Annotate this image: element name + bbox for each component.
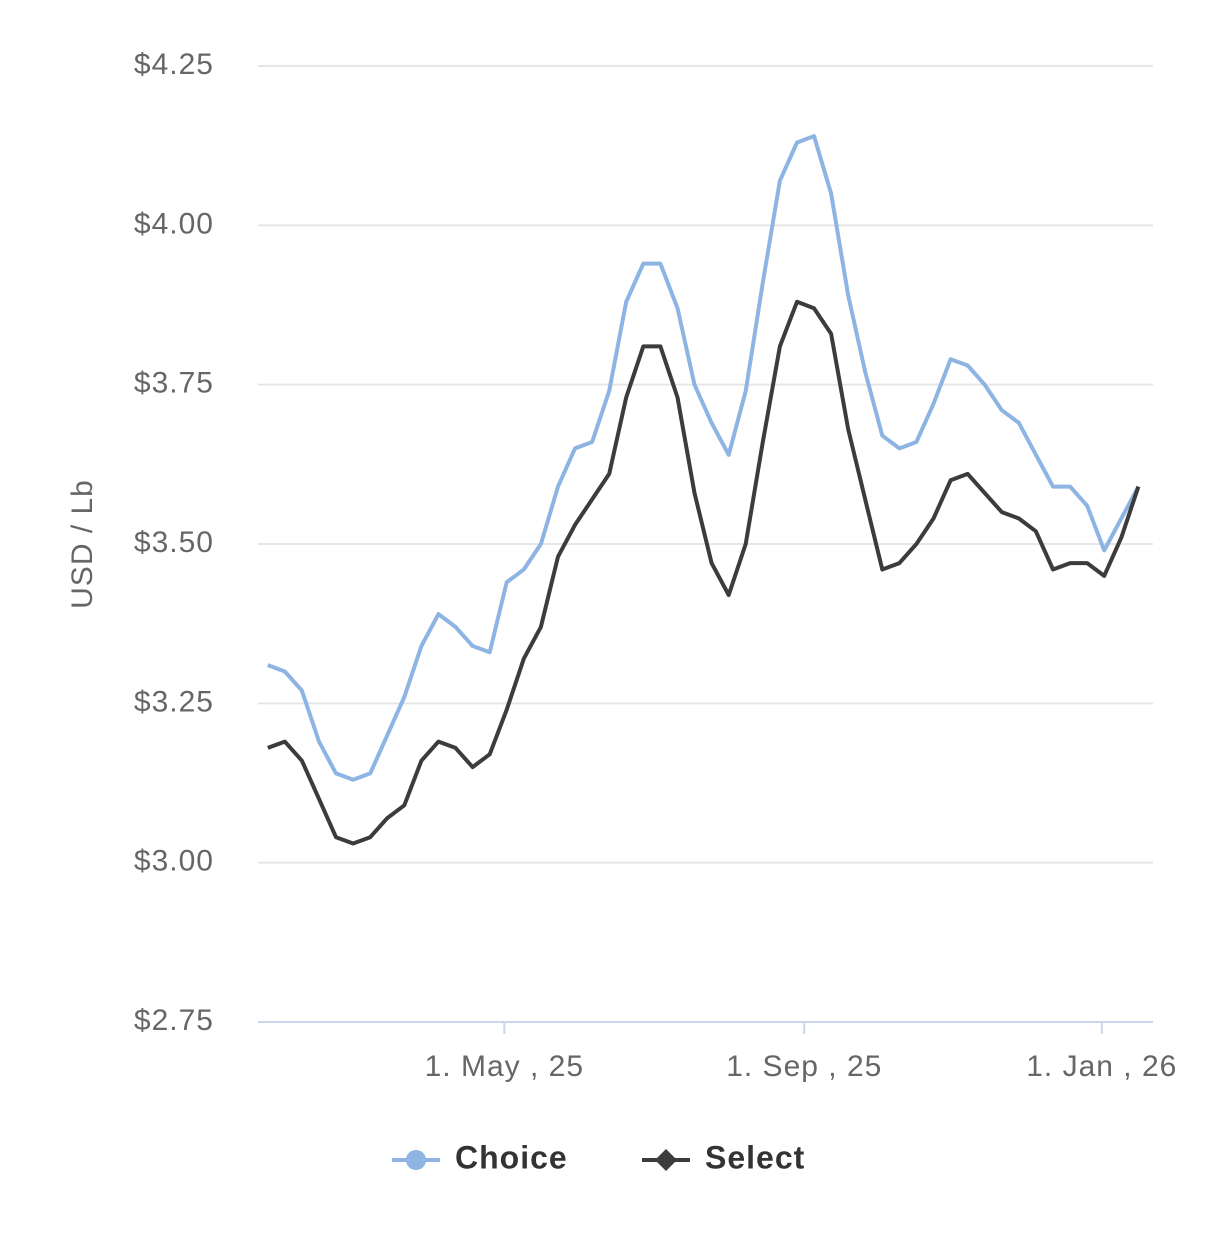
series-line [267, 134, 1141, 782]
legend-marker [655, 1149, 677, 1171]
y-tick-label: $3.50 [134, 526, 214, 559]
series-line [267, 299, 1141, 846]
y-tick-label: $3.25 [134, 685, 214, 718]
legend-label[interactable]: Select [705, 1139, 805, 1175]
y-tick-label: $3.75 [134, 367, 214, 400]
y-tick-label: $2.75 [134, 1004, 214, 1037]
legend-label[interactable]: Choice [455, 1139, 568, 1175]
y-tick-label: $3.00 [134, 845, 214, 878]
y-axis-label: USD / Lb [66, 479, 99, 609]
legend-marker [406, 1150, 426, 1170]
y-tick-label: $4.25 [134, 48, 214, 81]
x-tick-label: 1. Jan , 26 [1026, 1050, 1177, 1083]
y-tick-label: $4.00 [134, 207, 214, 240]
x-tick-label: 1. May , 25 [425, 1050, 584, 1083]
x-tick-label: 1. Sep , 25 [726, 1050, 882, 1083]
